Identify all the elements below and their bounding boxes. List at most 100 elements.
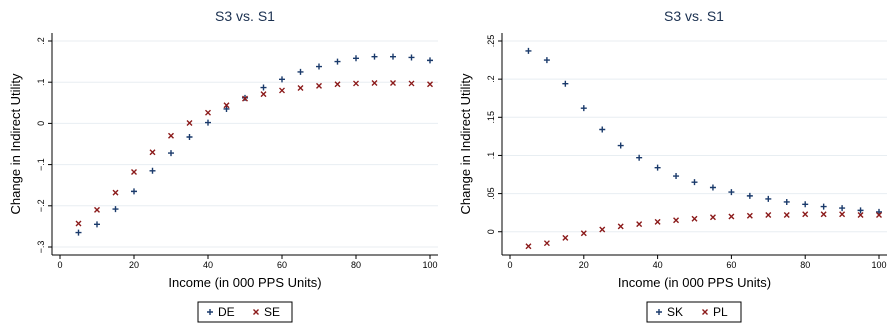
data-point-pl — [765, 211, 772, 218]
data-point-se — [75, 220, 82, 227]
x-tick-label: 40 — [203, 260, 213, 270]
data-point-de — [205, 119, 211, 126]
x-tick-label: 0 — [507, 260, 512, 270]
y-tick-label: 0 — [36, 121, 46, 126]
data-point-pl — [802, 211, 809, 218]
x-axis-label: Income (in 000 PPS Units) — [618, 275, 771, 290]
data-point-se — [242, 95, 248, 102]
data-point-se — [131, 169, 137, 176]
data-point-se — [260, 91, 267, 98]
data-point-se — [186, 119, 193, 126]
data-point-pl — [709, 214, 716, 221]
legend-marker-sk — [656, 309, 662, 315]
y-tick-label: .1 — [36, 78, 46, 86]
chart-title: S3 vs. S1 — [215, 8, 275, 24]
y-tick-label: .05 — [486, 187, 496, 200]
y-tick-label: −.3 — [36, 241, 46, 254]
data-point-de — [371, 53, 378, 60]
data-point-pl — [857, 211, 864, 218]
data-point-sk — [580, 105, 587, 112]
legend-marker-de — [207, 309, 213, 315]
data-point-sk — [765, 195, 772, 202]
data-point-de — [297, 68, 304, 75]
data-point-sk — [876, 208, 882, 215]
data-point-sk — [709, 184, 716, 191]
data-point-de — [260, 84, 267, 91]
data-point-sk — [857, 207, 864, 214]
data-point-sk — [562, 80, 569, 87]
data-point-se — [427, 81, 433, 88]
data-point-sk — [839, 205, 846, 212]
y-tick-label: −.2 — [36, 199, 46, 212]
data-point-se — [94, 206, 100, 213]
data-point-pl — [580, 230, 587, 237]
data-point-de — [75, 229, 82, 236]
legend: SK PL — [646, 301, 742, 323]
data-point-pl — [839, 211, 846, 218]
x-tick-label: 100 — [871, 260, 886, 270]
data-point-de — [94, 221, 100, 228]
y-tick-label: .1 — [486, 152, 496, 160]
data-point-sk — [525, 47, 532, 54]
data-point-sk — [820, 203, 827, 210]
data-point-sk — [728, 189, 735, 196]
legend-label-pl: PL — [713, 305, 728, 319]
x-tick-label: 100 — [422, 260, 437, 270]
legend-label-sk: SK — [667, 305, 683, 319]
data-point-pl — [636, 221, 643, 228]
data-point-se — [408, 80, 415, 87]
data-point-de — [408, 54, 415, 61]
data-point-de — [168, 150, 174, 157]
data-point-se — [371, 80, 378, 87]
x-tick-label: 20 — [579, 260, 589, 270]
data-point-de — [131, 188, 137, 195]
data-point-pl — [654, 218, 661, 225]
data-point-sk — [783, 198, 790, 205]
data-point-se — [149, 149, 156, 156]
x-axis-label: Income (in 000 PPS Units) — [168, 275, 321, 290]
chart-panel-2: 0 .05 .1 .15 .2 .25 0 20 40 60 80 100 S3 vs. S1 Incom… — [458, 8, 887, 323]
data-point-se — [353, 80, 359, 87]
chart-panel-1: −.3 −.2 −.1 0 .1 .2 0 20 40 60 80 100 S3 vs. S1 Incom… — [8, 8, 438, 323]
data-point-de — [279, 76, 285, 83]
data-point-de — [149, 167, 156, 174]
y-tick-label: .15 — [486, 111, 496, 124]
data-point-se — [205, 109, 211, 116]
x-tick-label: 60 — [726, 260, 736, 270]
data-point-sk — [691, 179, 698, 186]
data-point-se — [112, 189, 119, 196]
data-point-de — [334, 58, 341, 65]
data-point-pl — [525, 243, 532, 250]
data-point-de — [390, 53, 396, 60]
y-tick-label: .2 — [486, 75, 496, 83]
x-tick-label: 60 — [277, 260, 287, 270]
legend-label-de: DE — [218, 305, 235, 319]
data-point-de — [427, 57, 433, 64]
data-point-de — [223, 105, 230, 112]
legend-box — [197, 301, 293, 323]
data-point-sk — [802, 201, 809, 208]
y-axis-label: Change in Indirect Utility — [458, 73, 473, 214]
data-point-se — [279, 87, 285, 94]
data-point-se — [334, 81, 341, 88]
data-point-se — [316, 82, 322, 89]
x-tick-label: 80 — [351, 260, 361, 270]
y-tick-label: .2 — [36, 37, 46, 45]
data-point-pl — [617, 223, 624, 230]
data-point-de — [186, 133, 193, 140]
legend: DE SE — [197, 301, 293, 323]
data-point-sk — [599, 126, 606, 133]
data-point-de — [112, 206, 119, 213]
data-point-pl — [728, 213, 735, 220]
data-point-sk — [654, 164, 661, 171]
data-point-pl — [746, 212, 753, 219]
data-point-sk — [636, 154, 643, 161]
data-point-pl — [562, 234, 569, 241]
data-point-pl — [673, 217, 680, 224]
data-point-se — [297, 84, 304, 91]
x-tick-label: 80 — [800, 260, 810, 270]
data-point-pl — [543, 240, 550, 247]
y-tick-label: 0 — [486, 229, 496, 234]
data-point-se — [223, 102, 230, 109]
data-point-pl — [691, 215, 698, 222]
